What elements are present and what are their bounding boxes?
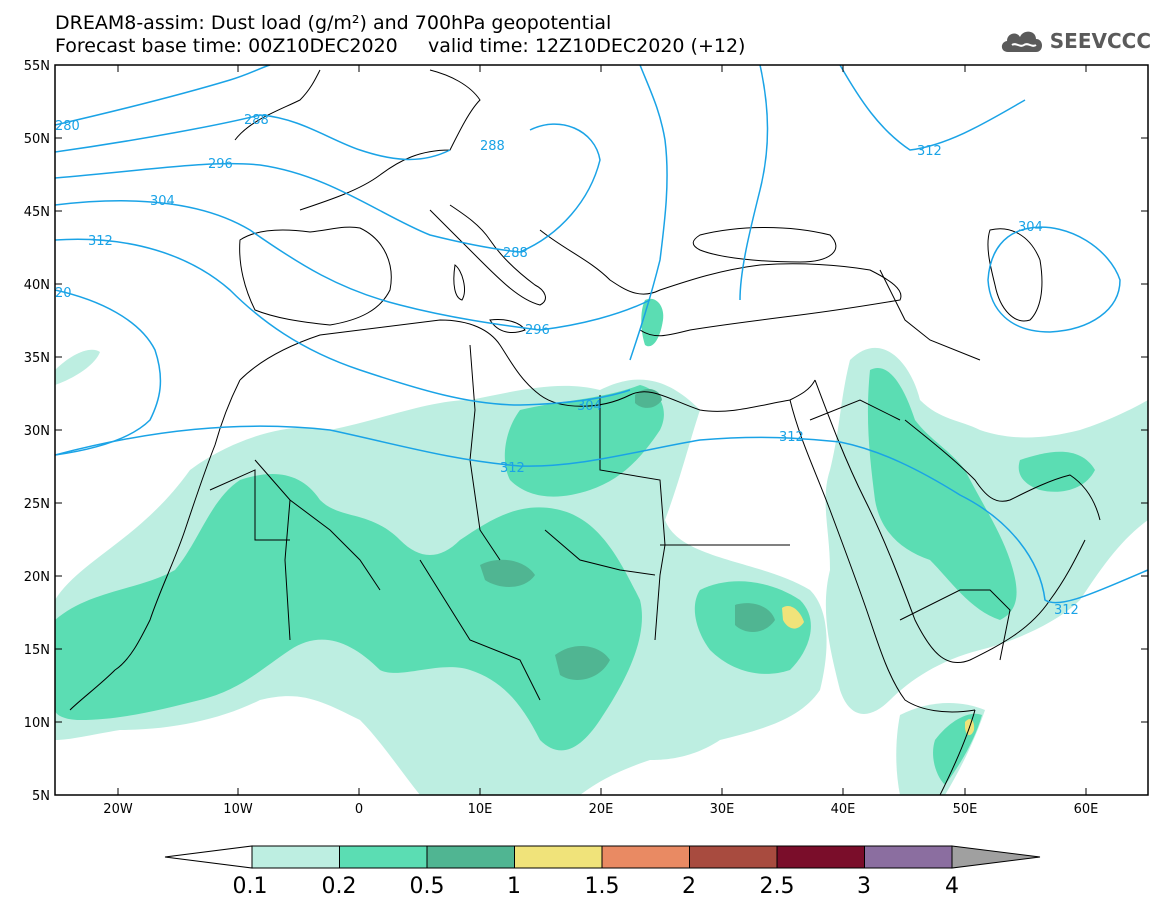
contour-label: 288 (503, 246, 528, 261)
contour-labels: 280 288 288 288 296 296 304 304 304 312 … (55, 113, 1079, 618)
contour-label: 288 (480, 139, 505, 154)
lat-label: 25N (24, 497, 50, 512)
lat-label: 40N (24, 278, 50, 293)
colorbar-tick-label: 1.5 (585, 874, 620, 899)
lon-label: 20W (103, 802, 133, 817)
latitude-axis: 55N 50N 45N 40N 35N 30N 25N 20N 15N 10N … (24, 59, 1148, 804)
contour-label: 312 (88, 234, 113, 249)
logo-text: SEEVCCC (1049, 29, 1151, 53)
geopotential-contours (55, 65, 1148, 604)
contour-label: 312 (779, 430, 804, 445)
lon-label: 60E (1074, 802, 1099, 817)
lon-label: 40E (831, 802, 856, 817)
cloud-icon (1001, 31, 1042, 52)
lat-label: 10N (24, 716, 50, 731)
colorbar-segment (426, 845, 515, 869)
colorbar-segment (339, 845, 428, 869)
contour-label: 296 (208, 157, 233, 172)
colorbar-segment (251, 845, 340, 869)
colorbar-segment (951, 845, 1041, 869)
lat-label: 50N (24, 132, 50, 147)
contour-label: 312 (917, 144, 942, 159)
contour-label: 312 (1054, 603, 1079, 618)
colorbar-tick-label: 2 (682, 874, 696, 899)
lat-label: 20N (24, 570, 50, 585)
dust-region-sahara-mid (55, 474, 642, 751)
contour-label: 304 (577, 399, 602, 414)
dust-region-chad-high (480, 559, 535, 587)
contour-label: 304 (1018, 220, 1043, 235)
lat-label: 55N (24, 59, 50, 74)
dust-region-atlantic-light (55, 349, 100, 385)
colorbar-tick-label: 1 (507, 874, 521, 899)
dust-region-arabia-mid (867, 368, 1017, 620)
dust-region-nile-high (735, 603, 775, 632)
colorbar-tick-label: 0.5 (410, 874, 445, 899)
lat-label: 45N (24, 205, 50, 220)
colorbar-segment (689, 845, 778, 869)
colorbar-labels: 0.1 0.2 0.5 1 1.5 2 2.5 3 4 (233, 874, 960, 899)
contour-label: 288 (244, 113, 269, 128)
dust-region-sudan-high (555, 645, 610, 680)
lon-label: 10E (468, 802, 493, 817)
contour-label: 304 (150, 194, 175, 209)
colorbar-tick-label: 2.5 (760, 874, 795, 899)
contour-label: 312 (500, 461, 525, 476)
seevccc-logo: SEEVCCC (998, 26, 1151, 56)
lon-label: 30E (710, 802, 735, 817)
lon-label: 10W (223, 802, 253, 817)
contour-label: 20 (55, 286, 72, 301)
colorbar (164, 845, 1041, 869)
lon-label: 20E (589, 802, 614, 817)
lat-label: 15N (24, 643, 50, 658)
map-title: DREAM8-assim: Dust load (g/m²) and 700hP… (55, 12, 612, 34)
colorbar-segment (514, 845, 603, 869)
colorbar-tick-label: 3 (857, 874, 871, 899)
dust-region-peak-sudan (782, 605, 804, 629)
lat-label: 35N (24, 351, 50, 366)
dust-region-aegean-mid (641, 298, 664, 347)
colorbar-tick-label: 0.2 (322, 874, 357, 899)
contour-label: 296 (525, 323, 550, 338)
colorbar-segment (164, 845, 253, 869)
lon-label: 50E (953, 802, 978, 817)
lon-label: 0 (355, 802, 363, 817)
colorbar-segment (864, 845, 953, 869)
colorbar-tick-label: 0.1 (233, 874, 268, 899)
dust-region-libya-mid (504, 385, 664, 497)
colorbar-tick-label: 4 (945, 874, 959, 899)
colorbar-segment (601, 845, 690, 869)
dust-region-gulf-mid (1018, 451, 1095, 492)
contour-label: 280 (55, 119, 80, 134)
longitude-axis: 20W 10W 0 10E 20E 30E 40E 50E 60E (103, 65, 1098, 817)
lat-label: 5N (32, 789, 50, 804)
lat-label: 30N (24, 424, 50, 439)
map-subtitle: Forecast base time: 00Z10DEC2020 valid t… (55, 35, 746, 57)
lat-tick: 55N (24, 59, 1148, 74)
colorbar-segment (776, 845, 865, 869)
dust-shading (55, 65, 1148, 795)
